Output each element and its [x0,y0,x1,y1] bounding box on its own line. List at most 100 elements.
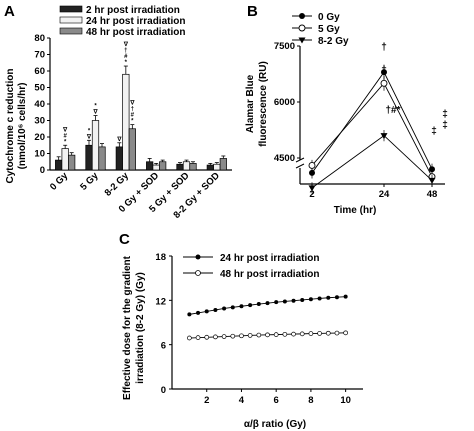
panel-a-significance-mark: † [131,107,134,113]
panel-b-significance-mark: ‡ [442,120,448,131]
panel-a-bar [159,161,167,171]
panel-c-data-point [213,307,218,312]
panel-a-bar [55,159,63,171]
panel-b-x-tick-label: 24 [379,189,390,200]
panel-b: Alamar Blue fluorescence (RU) Time (hr) … [245,12,448,216]
panel-a-legend-swatch [59,27,83,35]
panel-letter-a: A [4,3,15,20]
panel-c-data-point [291,331,296,337]
panel-a-legend-label: 2 hr post irradiation [86,5,180,16]
panel-a-significance-mark: ∇ [123,41,129,48]
panel-a-significance-mark: ∇ [92,109,98,116]
panel-c-data-point [256,302,261,307]
panel-c-data-point [308,297,313,302]
panel-c-data-point [213,334,218,340]
panel-b-data-point [380,133,388,140]
panel-a-significance-mark: # [131,113,135,119]
panel-c-data-point [230,305,235,310]
panel-c-legend-marker [195,254,201,260]
panel-c-data-point [299,331,305,337]
panel-b-data-point [308,185,316,192]
panel-a-significance-mark: * [64,139,67,145]
panel-c-data-point [222,306,227,311]
panel-b-data-point [429,166,435,173]
panel-a-bar [98,146,106,171]
panel-a-significance-mark: * [88,128,91,134]
panel-c-data-point [239,333,244,339]
panel-c-data-point [326,295,331,300]
panel-b-legend-label: 5 Gy [318,24,340,35]
panel-c-y-tick-label: 12 [155,296,166,307]
panel-a-bar [213,163,221,171]
panel-a-y-tick-label: 50 [34,83,45,94]
panel-a-y-tick-label: 80 [34,33,45,44]
panel-a-bar [122,73,130,171]
panel-c-xlabel: α/β ratio (Gy) [244,419,306,430]
panel-c-data-point [308,331,314,336]
panel-c-data-point [273,332,279,337]
panel-a-bar [146,161,154,171]
panel-b-legend-label: 8-2 Gy [318,36,349,47]
panel-c-data-point [317,331,322,336]
panel-a-significance-mark: # [63,133,67,139]
panel-a: Cytochrome c reduction (nmol/10⁶ cells/h… [5,5,232,221]
panel-c-x-tick-label: 10 [340,395,351,406]
panel-c-x-tick-label: 2 [204,395,209,406]
panel-letter-c: C [119,231,130,248]
panel-a-bar [206,164,214,171]
panel-a-significance-mark: ∇ [116,136,122,143]
panel-c-data-point [300,297,305,302]
panel-c-data-point [187,312,192,317]
panel-a-y-tick-label: 20 [34,132,45,143]
panel-a-significance-mark: † [124,48,127,54]
panel-b-series-line [311,82,433,177]
panel-c-data-point [343,294,348,299]
panel-b-legend-marker [298,24,306,32]
panel-a-bar [115,146,123,171]
panel-c-data-point [325,330,331,336]
panel-c-legend-marker [195,270,201,276]
panel-c-x-tick-label: 4 [239,395,245,406]
panel-c-ylabel-line2: irradiation (8-2 Gy) (Gy) [135,272,146,384]
panel-c-data-point [196,310,201,315]
panel-a-bar [85,144,93,171]
panel-a-y-tick-label: 0 [40,165,45,176]
panel-c-data-point [187,335,192,341]
panel-c-y-tick-label: 6 [161,341,166,352]
panel-c-data-point [204,309,209,314]
panel-a-significance-mark: * [125,60,128,66]
panel-a-bar [91,120,100,171]
panel-c-data-point [239,304,244,309]
panel-c-data-point [195,335,201,340]
panel-a-ylabel-line1: Cytochrome c reduction [5,68,16,183]
panel-c-data-point [265,332,270,338]
panel-b-significance-mark: † [381,42,387,53]
panel-a-y-tick-label: 70 [34,50,45,61]
panel-b-legend-label: 0 Gy [318,12,340,23]
panel-b-x-tick-label: 48 [427,189,438,200]
panel-a-significance-mark: # [124,54,128,60]
panel-a-legend-label: 24 hr post irradiation [86,16,185,27]
panel-b-y-tick-label: 4500 [274,153,295,164]
panel-b-axis-break [295,163,305,169]
panel-c-data-point [204,334,210,340]
panel-c-y-tick-label: 18 [155,252,166,263]
panel-b-axis-break [295,157,305,163]
panel-a-category-label: 8-2 Gy [103,170,132,199]
panel-c-x-tick-label: 8 [308,395,313,406]
panel-a-category-label: 0 Gy [48,170,71,193]
panel-c-data-point [230,333,236,339]
panel-c-series-line [189,296,346,315]
panel-a-bar [152,164,160,171]
panel-c-data-point [317,296,322,301]
panel-a-bar [189,163,197,171]
panel-c-x-tick-label: 6 [274,395,279,406]
panel-letter-b: B [247,3,258,20]
panel-b-series-line [311,71,433,174]
panel-b-ylabel-line1: Alamar Blue [245,74,256,133]
panel-c-data-point [265,301,270,306]
panel-c-data-point [256,332,262,338]
panel-b-data-point [380,79,388,87]
